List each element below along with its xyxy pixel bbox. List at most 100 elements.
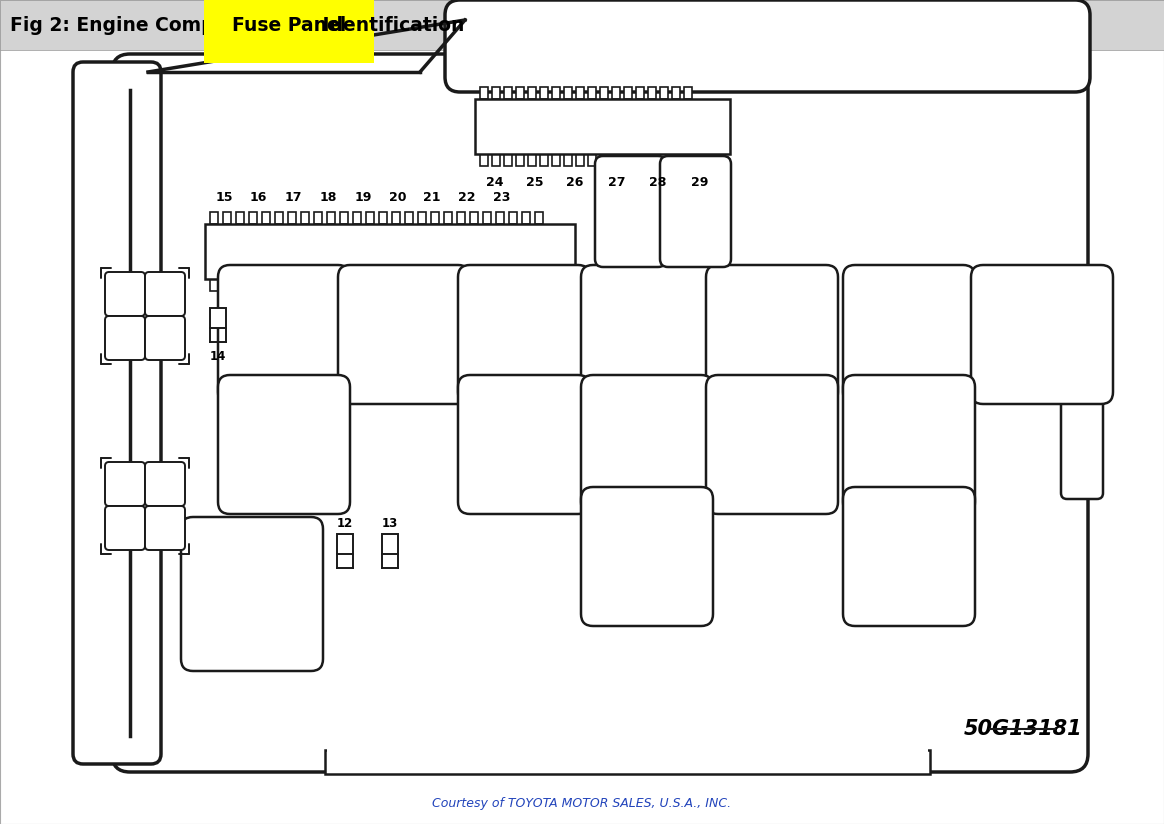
Bar [431, 279, 439, 291]
Bar [275, 212, 283, 224]
Bar [480, 154, 488, 166]
Bar [521, 212, 530, 224]
Bar [672, 87, 680, 99]
FancyBboxPatch shape [581, 487, 714, 626]
Bar [249, 212, 257, 224]
Bar [128, 86, 146, 740]
Text: 13: 13 [382, 517, 398, 530]
Bar [636, 87, 644, 99]
Bar [457, 212, 464, 224]
Text: 25: 25 [526, 176, 544, 189]
Bar [612, 154, 620, 166]
Bar [236, 212, 244, 224]
FancyBboxPatch shape [707, 375, 838, 514]
FancyBboxPatch shape [971, 265, 1113, 404]
Text: Courtesy of TOYOTA MOTOR SALES, U.S.A., INC.: Courtesy of TOYOTA MOTOR SALES, U.S.A., … [433, 798, 731, 811]
Bar [660, 154, 668, 166]
Text: 14: 14 [210, 350, 226, 363]
Bar [301, 212, 308, 224]
Bar [504, 87, 512, 99]
Text: Fig 2: Engine Compartment: Fig 2: Engine Compartment [10, 16, 306, 35]
FancyBboxPatch shape [105, 272, 146, 316]
Bar [483, 212, 491, 224]
FancyBboxPatch shape [180, 517, 322, 671]
Bar [236, 279, 244, 291]
FancyBboxPatch shape [843, 375, 975, 514]
Bar [365, 212, 374, 224]
Bar [327, 212, 335, 224]
Bar [443, 279, 452, 291]
Bar [576, 154, 584, 166]
Bar [474, 65, 1062, 79]
Text: 16: 16 [249, 191, 267, 204]
Bar [223, 279, 230, 291]
Bar [392, 212, 400, 224]
FancyBboxPatch shape [112, 54, 1088, 772]
Bar [262, 212, 270, 224]
Bar [288, 279, 296, 291]
Bar [576, 87, 584, 99]
Bar [672, 154, 680, 166]
Bar [340, 212, 348, 224]
Bar [1065, 338, 1076, 488]
Bar [528, 154, 535, 166]
Bar [379, 212, 386, 224]
Bar [636, 154, 644, 166]
Bar [496, 279, 504, 291]
Bar [210, 279, 218, 291]
Text: 50G13181: 50G13181 [964, 719, 1083, 739]
Bar [660, 87, 668, 99]
FancyBboxPatch shape [146, 316, 185, 360]
Bar [624, 154, 632, 166]
FancyBboxPatch shape [146, 272, 185, 316]
Bar [405, 212, 413, 224]
FancyBboxPatch shape [146, 462, 185, 506]
Bar [684, 154, 693, 166]
Bar [521, 279, 530, 291]
Bar [492, 154, 501, 166]
FancyBboxPatch shape [105, 506, 146, 550]
Bar [528, 87, 535, 99]
Bar [624, 87, 632, 99]
Bar [275, 279, 283, 291]
FancyBboxPatch shape [595, 156, 666, 267]
Bar [392, 279, 400, 291]
Bar [418, 212, 426, 224]
Bar [648, 87, 656, 99]
FancyBboxPatch shape [218, 375, 350, 514]
FancyBboxPatch shape [660, 156, 731, 267]
Bar [535, 279, 542, 291]
FancyBboxPatch shape [843, 265, 975, 404]
Bar [483, 279, 491, 291]
Text: 22: 22 [459, 191, 476, 204]
Bar [552, 87, 560, 99]
Text: 20: 20 [389, 191, 406, 204]
Text: 28: 28 [650, 176, 667, 189]
Bar [599, 154, 608, 166]
Bar [443, 212, 452, 224]
FancyBboxPatch shape [581, 265, 714, 404]
FancyBboxPatch shape [105, 462, 146, 506]
Bar [210, 308, 226, 328]
Bar [509, 279, 517, 291]
Bar [648, 154, 656, 166]
Bar [353, 279, 361, 291]
Text: Identification: Identification [315, 16, 464, 35]
Bar [405, 279, 413, 291]
FancyBboxPatch shape [457, 375, 590, 514]
Text: 15: 15 [215, 191, 233, 204]
Text: 29: 29 [691, 176, 709, 189]
FancyBboxPatch shape [707, 265, 838, 404]
Bar [496, 212, 504, 224]
FancyBboxPatch shape [1062, 327, 1103, 499]
Bar [249, 279, 257, 291]
Bar [327, 279, 335, 291]
Bar [223, 212, 230, 224]
Bar [325, 750, 930, 774]
Bar [540, 87, 548, 99]
Bar [418, 279, 426, 291]
Bar [338, 534, 353, 554]
Text: 26: 26 [567, 176, 583, 189]
FancyBboxPatch shape [338, 265, 470, 404]
FancyBboxPatch shape [73, 62, 161, 764]
